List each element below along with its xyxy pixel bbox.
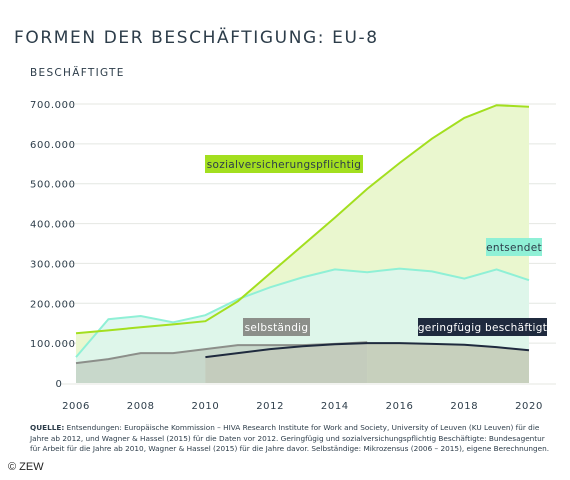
y-tick-label: 100.000 — [30, 339, 76, 350]
series-label: selbständig — [243, 318, 310, 336]
chart: 0 100.000 200.000 300.000 400.000 500.000 600.… — [30, 100, 556, 412]
x-tick-label: 2020 — [515, 401, 543, 412]
area-geringfuegig-overlap — [367, 343, 529, 383]
x-tick-label: 2016 — [386, 401, 414, 412]
y-tick-label: 700.000 — [30, 100, 76, 111]
x-tick-label: 2012 — [256, 401, 284, 412]
x-tick-label: 2006 — [62, 401, 90, 412]
area-selbstaendig — [76, 342, 368, 383]
series-lines — [75, 104, 530, 365]
line-geringfuegig — [205, 342, 530, 359]
x-tick-label: 2010 — [191, 401, 219, 412]
source-prefix: QUELLE: — [30, 423, 65, 432]
line-entsendet — [75, 267, 530, 358]
series-areas — [76, 105, 529, 383]
y-tick-label: 300.000 — [30, 259, 76, 270]
y-tick-label: 500.000 — [30, 180, 76, 191]
y-tick-label: 0 — [56, 379, 63, 390]
series-label-bg — [418, 318, 547, 336]
series-labels: sozialversicherungspflichtig entsendet sel… — [205, 155, 547, 336]
series-label-bg — [205, 155, 363, 173]
y-tick-labels: 0 100.000 200.000 300.000 400.000 500.000 600.… — [30, 100, 76, 390]
y-tick-label: 600.000 — [30, 140, 76, 151]
series-label-bg — [486, 238, 542, 256]
chart-title: FORMEN DER BESCHÄFTIGUNG: EU-8 — [14, 28, 379, 48]
y-axis-label: BESCHÄFTIGTE — [30, 67, 125, 79]
x-tick-label: 2018 — [450, 401, 478, 412]
x-tick-labels: 2006 2008 2010 2012 2014 2016 2018 2020 — [62, 401, 543, 412]
source-text: Entsendungen: Europäische Kommission – H… — [30, 423, 550, 454]
y-tick-label: 200.000 — [30, 299, 76, 310]
series-label: sozialversicherungspflichtig — [205, 155, 363, 173]
series-label-bg — [243, 318, 310, 336]
series-label: entsendet — [486, 238, 542, 256]
line-sozialversicherungspflichtig — [75, 104, 530, 335]
series-label-text: entsendet — [486, 242, 542, 254]
x-tick-label: 2014 — [321, 401, 349, 412]
x-tick-label: 2008 — [127, 401, 155, 412]
series-label: geringfügig beschäftigt — [418, 318, 547, 336]
series-label-text: geringfügig beschäftigt — [418, 322, 547, 334]
series-label-text: sozialversicherungspflichtig — [207, 159, 361, 171]
series-label-text: selbständig — [245, 322, 309, 334]
y-tick-label: 400.000 — [30, 220, 76, 231]
copyright: © ZEW — [8, 461, 44, 473]
source-note: QUELLE: Entsendungen: Europäische Kommis… — [30, 423, 555, 455]
